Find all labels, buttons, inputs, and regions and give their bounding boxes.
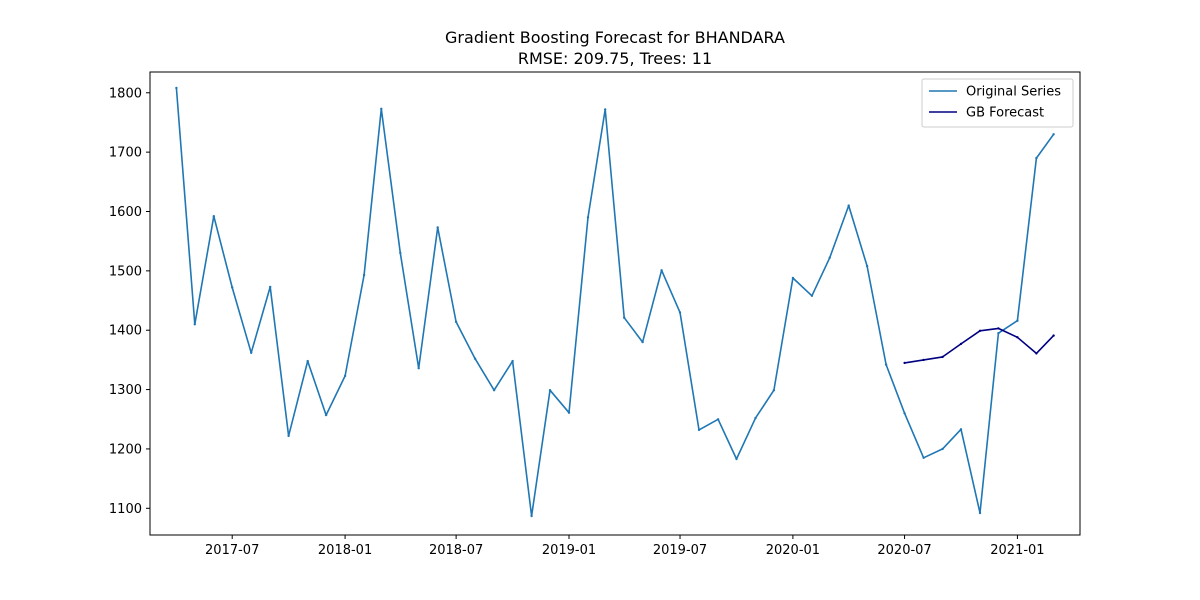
legend: Original Series GB Forecast bbox=[921, 78, 1074, 128]
data-point-gb-forecast bbox=[903, 361, 906, 365]
data-point-original-series bbox=[417, 367, 420, 370]
x-tick-label: 2020-01 bbox=[766, 543, 820, 558]
legend-label: GB Forecast bbox=[966, 106, 1044, 121]
data-point-original-series bbox=[530, 514, 533, 518]
data-point-gb-forecast bbox=[978, 329, 982, 332]
y-tick-label: 1800 bbox=[109, 86, 142, 101]
data-point-original-series bbox=[548, 389, 552, 392]
data-point-original-series bbox=[828, 256, 831, 259]
data-point-original-series bbox=[697, 428, 701, 432]
data-point-gb-forecast bbox=[959, 342, 963, 346]
x-tick-label: 2018-07 bbox=[429, 543, 483, 558]
data-point-original-series bbox=[343, 374, 347, 378]
y-tick-label: 1100 bbox=[109, 502, 142, 517]
x-tick-label: 2018-01 bbox=[318, 543, 372, 558]
data-point-original-series bbox=[1035, 156, 1038, 160]
data-point-original-series bbox=[287, 434, 290, 438]
data-point-gb-forecast bbox=[997, 327, 1000, 330]
series-layer bbox=[175, 86, 1055, 518]
data-point-original-series bbox=[212, 215, 215, 218]
axis-layer: 2017-07 2018-01 2018-07 2019-01 2019-07 2020-… bbox=[109, 86, 1045, 558]
plot-frame bbox=[149, 71, 1081, 536]
data-point-original-series bbox=[847, 204, 850, 207]
data-point-original-series bbox=[978, 511, 982, 515]
data-point-original-series bbox=[380, 107, 383, 111]
data-point-gb-forecast bbox=[1035, 352, 1038, 355]
data-point-original-series bbox=[604, 108, 607, 111]
data-point-original-series bbox=[492, 389, 496, 392]
data-point-original-series bbox=[941, 447, 944, 451]
data-point-gb-forecast bbox=[1052, 334, 1055, 337]
data-point-original-series bbox=[865, 264, 869, 268]
data-point-original-series bbox=[269, 285, 272, 289]
y-tick-label: 1300 bbox=[109, 383, 142, 398]
data-point-original-series bbox=[772, 389, 776, 392]
x-tick-label: 2021-01 bbox=[990, 543, 1044, 558]
y-tick-label: 1200 bbox=[109, 442, 142, 457]
chart-subtitle: RMSE: 209.75, Trees: 11 bbox=[518, 49, 712, 68]
x-tick-label: 2020-07 bbox=[877, 543, 931, 558]
data-point-original-series bbox=[997, 332, 1000, 335]
legend-box bbox=[921, 78, 1074, 128]
data-point-original-series bbox=[1016, 319, 1019, 322]
data-point-original-series bbox=[231, 286, 234, 289]
data-point-original-series bbox=[193, 323, 196, 326]
data-point-original-series bbox=[362, 273, 366, 277]
data-point-original-series bbox=[641, 340, 644, 344]
data-point-original-series bbox=[716, 418, 720, 421]
data-point-original-series bbox=[735, 457, 738, 461]
x-tick-label: 2019-01 bbox=[542, 543, 596, 558]
data-point-original-series bbox=[884, 363, 888, 366]
data-point-original-series bbox=[1052, 133, 1055, 136]
data-point-original-series bbox=[903, 412, 906, 415]
data-point-original-series bbox=[678, 311, 682, 314]
data-point-original-series bbox=[810, 294, 814, 297]
data-point-original-series bbox=[324, 413, 328, 417]
data-point-original-series bbox=[959, 428, 963, 431]
data-point-original-series bbox=[791, 276, 795, 280]
data-point-gb-forecast bbox=[941, 355, 944, 359]
y-tick-label: 1400 bbox=[109, 324, 142, 339]
data-point-original-series bbox=[660, 269, 663, 272]
data-point-gb-forecast bbox=[922, 358, 925, 362]
data-point-original-series bbox=[454, 320, 458, 324]
y-tick-label: 1500 bbox=[109, 264, 142, 279]
data-point-original-series bbox=[754, 416, 757, 420]
data-point-gb-forecast bbox=[1016, 336, 1019, 339]
data-point-original-series bbox=[586, 216, 590, 219]
data-point-original-series bbox=[922, 456, 925, 459]
chart-title: Gradient Boosting Forecast for BHANDARA bbox=[445, 28, 785, 47]
data-point-original-series bbox=[567, 411, 571, 414]
data-point-original-series bbox=[436, 226, 439, 229]
y-tick-label: 1700 bbox=[109, 146, 142, 161]
series-line-original-series bbox=[175, 87, 1055, 517]
x-tick-label: 2019-07 bbox=[653, 543, 707, 558]
data-point-original-series bbox=[511, 359, 514, 363]
data-point-original-series bbox=[623, 316, 626, 319]
data-point-original-series bbox=[473, 357, 477, 360]
legend-label: Original Series bbox=[966, 85, 1061, 100]
y-tick-label: 1600 bbox=[109, 205, 142, 220]
data-point-original-series bbox=[399, 251, 402, 255]
data-point-original-series bbox=[250, 351, 253, 354]
x-tick-label: 2017-07 bbox=[205, 543, 259, 558]
data-point-original-series bbox=[175, 86, 178, 90]
data-point-original-series bbox=[306, 359, 309, 363]
